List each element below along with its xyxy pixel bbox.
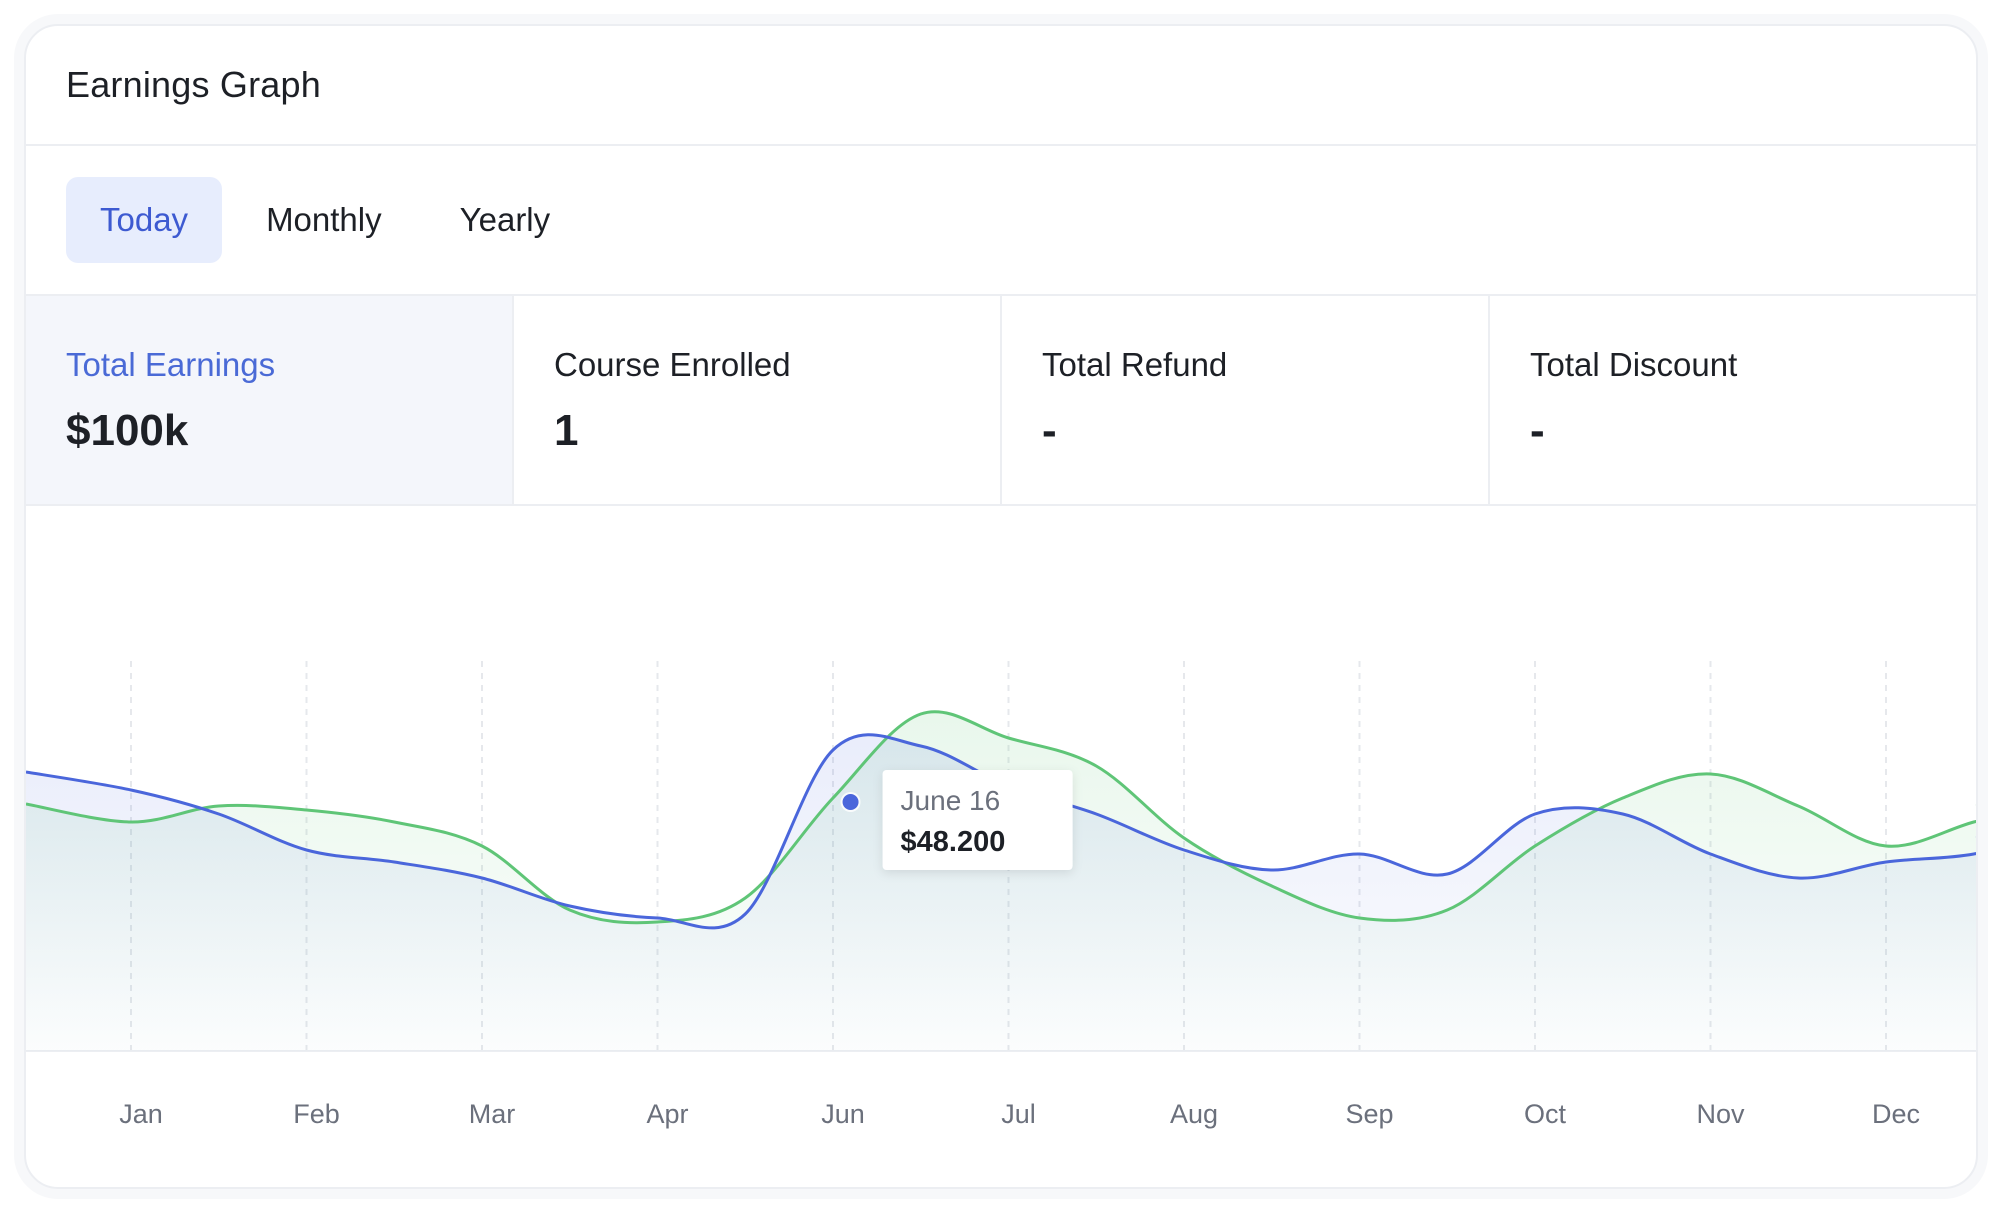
x-tick-label: Sep <box>1345 1099 1393 1129</box>
card-title: Earnings Graph <box>66 64 321 105</box>
x-tick-label: Jan <box>119 1099 163 1129</box>
tab-yearly[interactable]: Yearly <box>459 201 551 238</box>
chart-tooltip: June 16 $48.200 <box>882 770 1073 870</box>
stat-course-enrolled[interactable]: Course Enrolled 1 <box>514 296 1002 504</box>
x-tick-label: Jun <box>821 1099 865 1129</box>
earnings-chart: Jan Feb Mar Apr Jun Jul Aug Sep Oct Nov Dec June 1… <box>26 506 1976 1187</box>
x-tick-label: Aug <box>1170 1099 1218 1129</box>
stat-total-refund[interactable]: Total Refund - <box>1002 296 1490 504</box>
earnings-card: Earnings Graph Today Monthly Yearly Tota… <box>24 24 1978 1189</box>
stat-value: - <box>1530 406 1545 455</box>
stat-label: Total Discount <box>1530 346 1738 383</box>
x-tick-label: Mar <box>469 1099 516 1129</box>
tooltip-value: $48.200 <box>901 826 1006 858</box>
series-line-0 <box>26 733 1976 930</box>
tooltip-date: June 16 <box>901 785 1001 816</box>
x-tick-label: Nov <box>1696 1099 1745 1129</box>
x-tick-label: Oct <box>1524 1099 1567 1129</box>
card-header: Earnings Graph <box>26 26 1976 146</box>
period-tabs: Today Monthly Yearly <box>26 146 1976 296</box>
stat-value: 1 <box>554 406 579 455</box>
stat-total-discount[interactable]: Total Discount - <box>1490 296 1976 504</box>
tooltip-marker[interactable] <box>842 794 859 810</box>
x-tick-label: Apr <box>646 1099 688 1129</box>
stat-label: Total Earnings <box>66 346 276 383</box>
stat-label: Course Enrolled <box>554 346 791 383</box>
stat-value: - <box>1042 406 1057 455</box>
stats-row: Total Earnings $100k Course Enrolled 1 T… <box>26 296 1976 506</box>
x-tick-label: Feb <box>293 1099 340 1129</box>
stat-label: Total Refund <box>1042 346 1228 383</box>
series-area-0 <box>26 734 1976 1051</box>
stat-total-earnings[interactable]: Total Earnings $100k <box>26 296 514 504</box>
x-tick-label: Jul <box>1001 1099 1036 1129</box>
x-tick-label: Dec <box>1872 1099 1920 1129</box>
tab-today[interactable]: Today <box>66 177 223 263</box>
series-line-1 <box>26 710 1976 925</box>
earnings-chart-svg: Jan Feb Mar Apr Jun Jul Aug Sep Oct Nov Dec June 1… <box>26 661 1976 1129</box>
tab-monthly[interactable]: Monthly <box>266 201 382 238</box>
stat-value: $100k <box>66 406 189 455</box>
tooltip-box <box>882 770 1073 870</box>
